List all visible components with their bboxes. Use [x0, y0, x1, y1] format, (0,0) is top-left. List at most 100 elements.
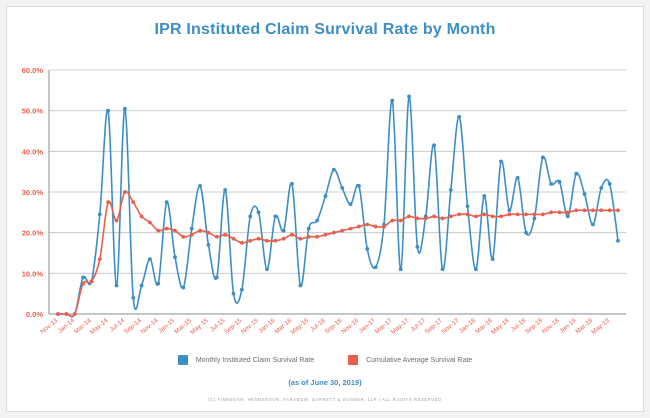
y-tick-label: 50.0% — [22, 107, 44, 116]
data-point-cumulative — [565, 210, 570, 215]
data-point-monthly — [181, 285, 186, 290]
data-point-cumulative — [273, 238, 278, 243]
data-point-monthly — [239, 287, 244, 292]
data-point-cumulative — [499, 214, 503, 219]
data-point-cumulative — [139, 214, 144, 219]
data-point-monthly — [206, 242, 211, 247]
chart-subtitle: (as of June 30, 2019) — [288, 378, 362, 387]
x-tick-label: May-16 — [289, 317, 310, 336]
data-point-monthly — [415, 245, 420, 249]
data-point-monthly — [591, 222, 595, 227]
data-point-monthly — [298, 283, 303, 288]
data-point-monthly — [524, 230, 528, 235]
data-point-cumulative — [114, 218, 119, 223]
data-point-monthly — [474, 267, 478, 272]
y-tick-label: 10.0% — [22, 269, 44, 278]
data-point-monthly — [390, 98, 395, 103]
x-tick-label: Sep-14 — [123, 317, 143, 336]
x-tick-label: Jan-19 — [558, 317, 578, 335]
data-point-monthly — [273, 214, 278, 219]
y-tick-label: 20.0% — [22, 229, 44, 238]
data-point-cumulative — [298, 236, 303, 241]
x-tick-label: May-17 — [390, 317, 411, 336]
data-point-monthly — [189, 226, 194, 231]
data-point-cumulative — [223, 232, 228, 237]
x-tick-label: Nov-18 — [541, 317, 561, 336]
data-point-monthly — [490, 257, 495, 261]
data-point-monthly — [616, 238, 620, 243]
data-point-cumulative — [315, 234, 320, 239]
data-point-monthly — [256, 210, 261, 215]
data-point-monthly — [214, 275, 219, 280]
x-tick-label: Jan-14 — [57, 317, 77, 335]
data-point-cumulative — [407, 214, 411, 219]
data-point-cumulative — [382, 224, 386, 229]
data-point-cumulative — [490, 214, 495, 219]
data-point-monthly — [164, 200, 169, 205]
data-point-monthly — [582, 192, 587, 196]
data-point-cumulative — [532, 212, 537, 217]
data-point-monthly — [557, 179, 562, 184]
data-point-cumulative — [582, 208, 587, 213]
data-point-monthly — [281, 228, 286, 233]
data-point-cumulative — [591, 208, 595, 213]
data-point-cumulative — [189, 232, 194, 237]
data-point-monthly — [448, 188, 453, 192]
data-point-monthly — [231, 291, 236, 296]
data-point-cumulative — [181, 234, 186, 239]
data-point-monthly — [532, 216, 537, 221]
data-point-cumulative — [432, 214, 437, 219]
x-tick-label: May-18 — [490, 317, 511, 336]
data-point-cumulative — [440, 216, 445, 221]
x-tick-label: May-14 — [89, 317, 110, 336]
data-point-monthly — [373, 265, 378, 270]
legend-label-cumulative: Cumulative Average Survival Rate — [366, 356, 473, 364]
data-point-cumulative — [281, 236, 286, 241]
data-point-cumulative — [540, 212, 545, 217]
data-point-monthly — [356, 184, 361, 188]
data-point-monthly — [482, 194, 487, 198]
data-point-cumulative — [97, 257, 102, 261]
x-tick-label: Jan-18 — [458, 317, 478, 335]
data-point-monthly — [265, 267, 269, 272]
x-tick-label: May-19 — [590, 317, 611, 336]
data-point-cumulative — [448, 214, 453, 219]
data-point-monthly — [315, 218, 320, 223]
data-point-cumulative — [72, 312, 77, 316]
data-point-monthly — [156, 281, 161, 286]
data-point-cumulative — [323, 232, 328, 237]
data-point-monthly — [348, 202, 353, 207]
data-point-monthly — [398, 267, 403, 272]
data-point-cumulative — [173, 228, 177, 233]
data-point-cumulative — [156, 228, 161, 233]
data-point-monthly — [331, 167, 336, 172]
data-point-monthly — [440, 267, 445, 272]
data-point-cumulative — [148, 220, 152, 225]
data-point-cumulative — [265, 238, 269, 243]
data-point-cumulative — [89, 279, 94, 284]
data-point-monthly — [131, 295, 136, 300]
data-point-monthly — [81, 275, 85, 280]
data-point-cumulative — [356, 224, 361, 229]
data-point-cumulative — [206, 230, 211, 235]
data-point-cumulative — [465, 212, 470, 217]
data-point-cumulative — [306, 234, 311, 239]
series-line-monthly — [58, 95, 619, 318]
data-point-cumulative — [290, 232, 294, 237]
data-point-monthly — [173, 255, 177, 259]
data-point-cumulative — [507, 212, 512, 217]
data-point-monthly — [465, 204, 470, 209]
x-tick-label: Jan-17 — [358, 317, 378, 335]
data-point-cumulative — [390, 218, 395, 223]
copyright-footer: (C) FINNEGAN, HENDERSON, FARABOW, GARRET… — [208, 397, 442, 402]
y-tick-label: 30.0% — [22, 188, 44, 197]
data-point-cumulative — [106, 200, 111, 205]
x-tick-label: May-15 — [189, 317, 210, 336]
data-point-monthly — [148, 257, 152, 261]
data-point-cumulative — [331, 230, 336, 235]
x-tick-label: Sep-17 — [424, 317, 444, 336]
y-tick-label: 60.0% — [22, 66, 44, 75]
data-point-monthly — [223, 188, 228, 192]
chart-legend: Monthly Instituted Claim Survival Rate C… — [0, 355, 650, 365]
